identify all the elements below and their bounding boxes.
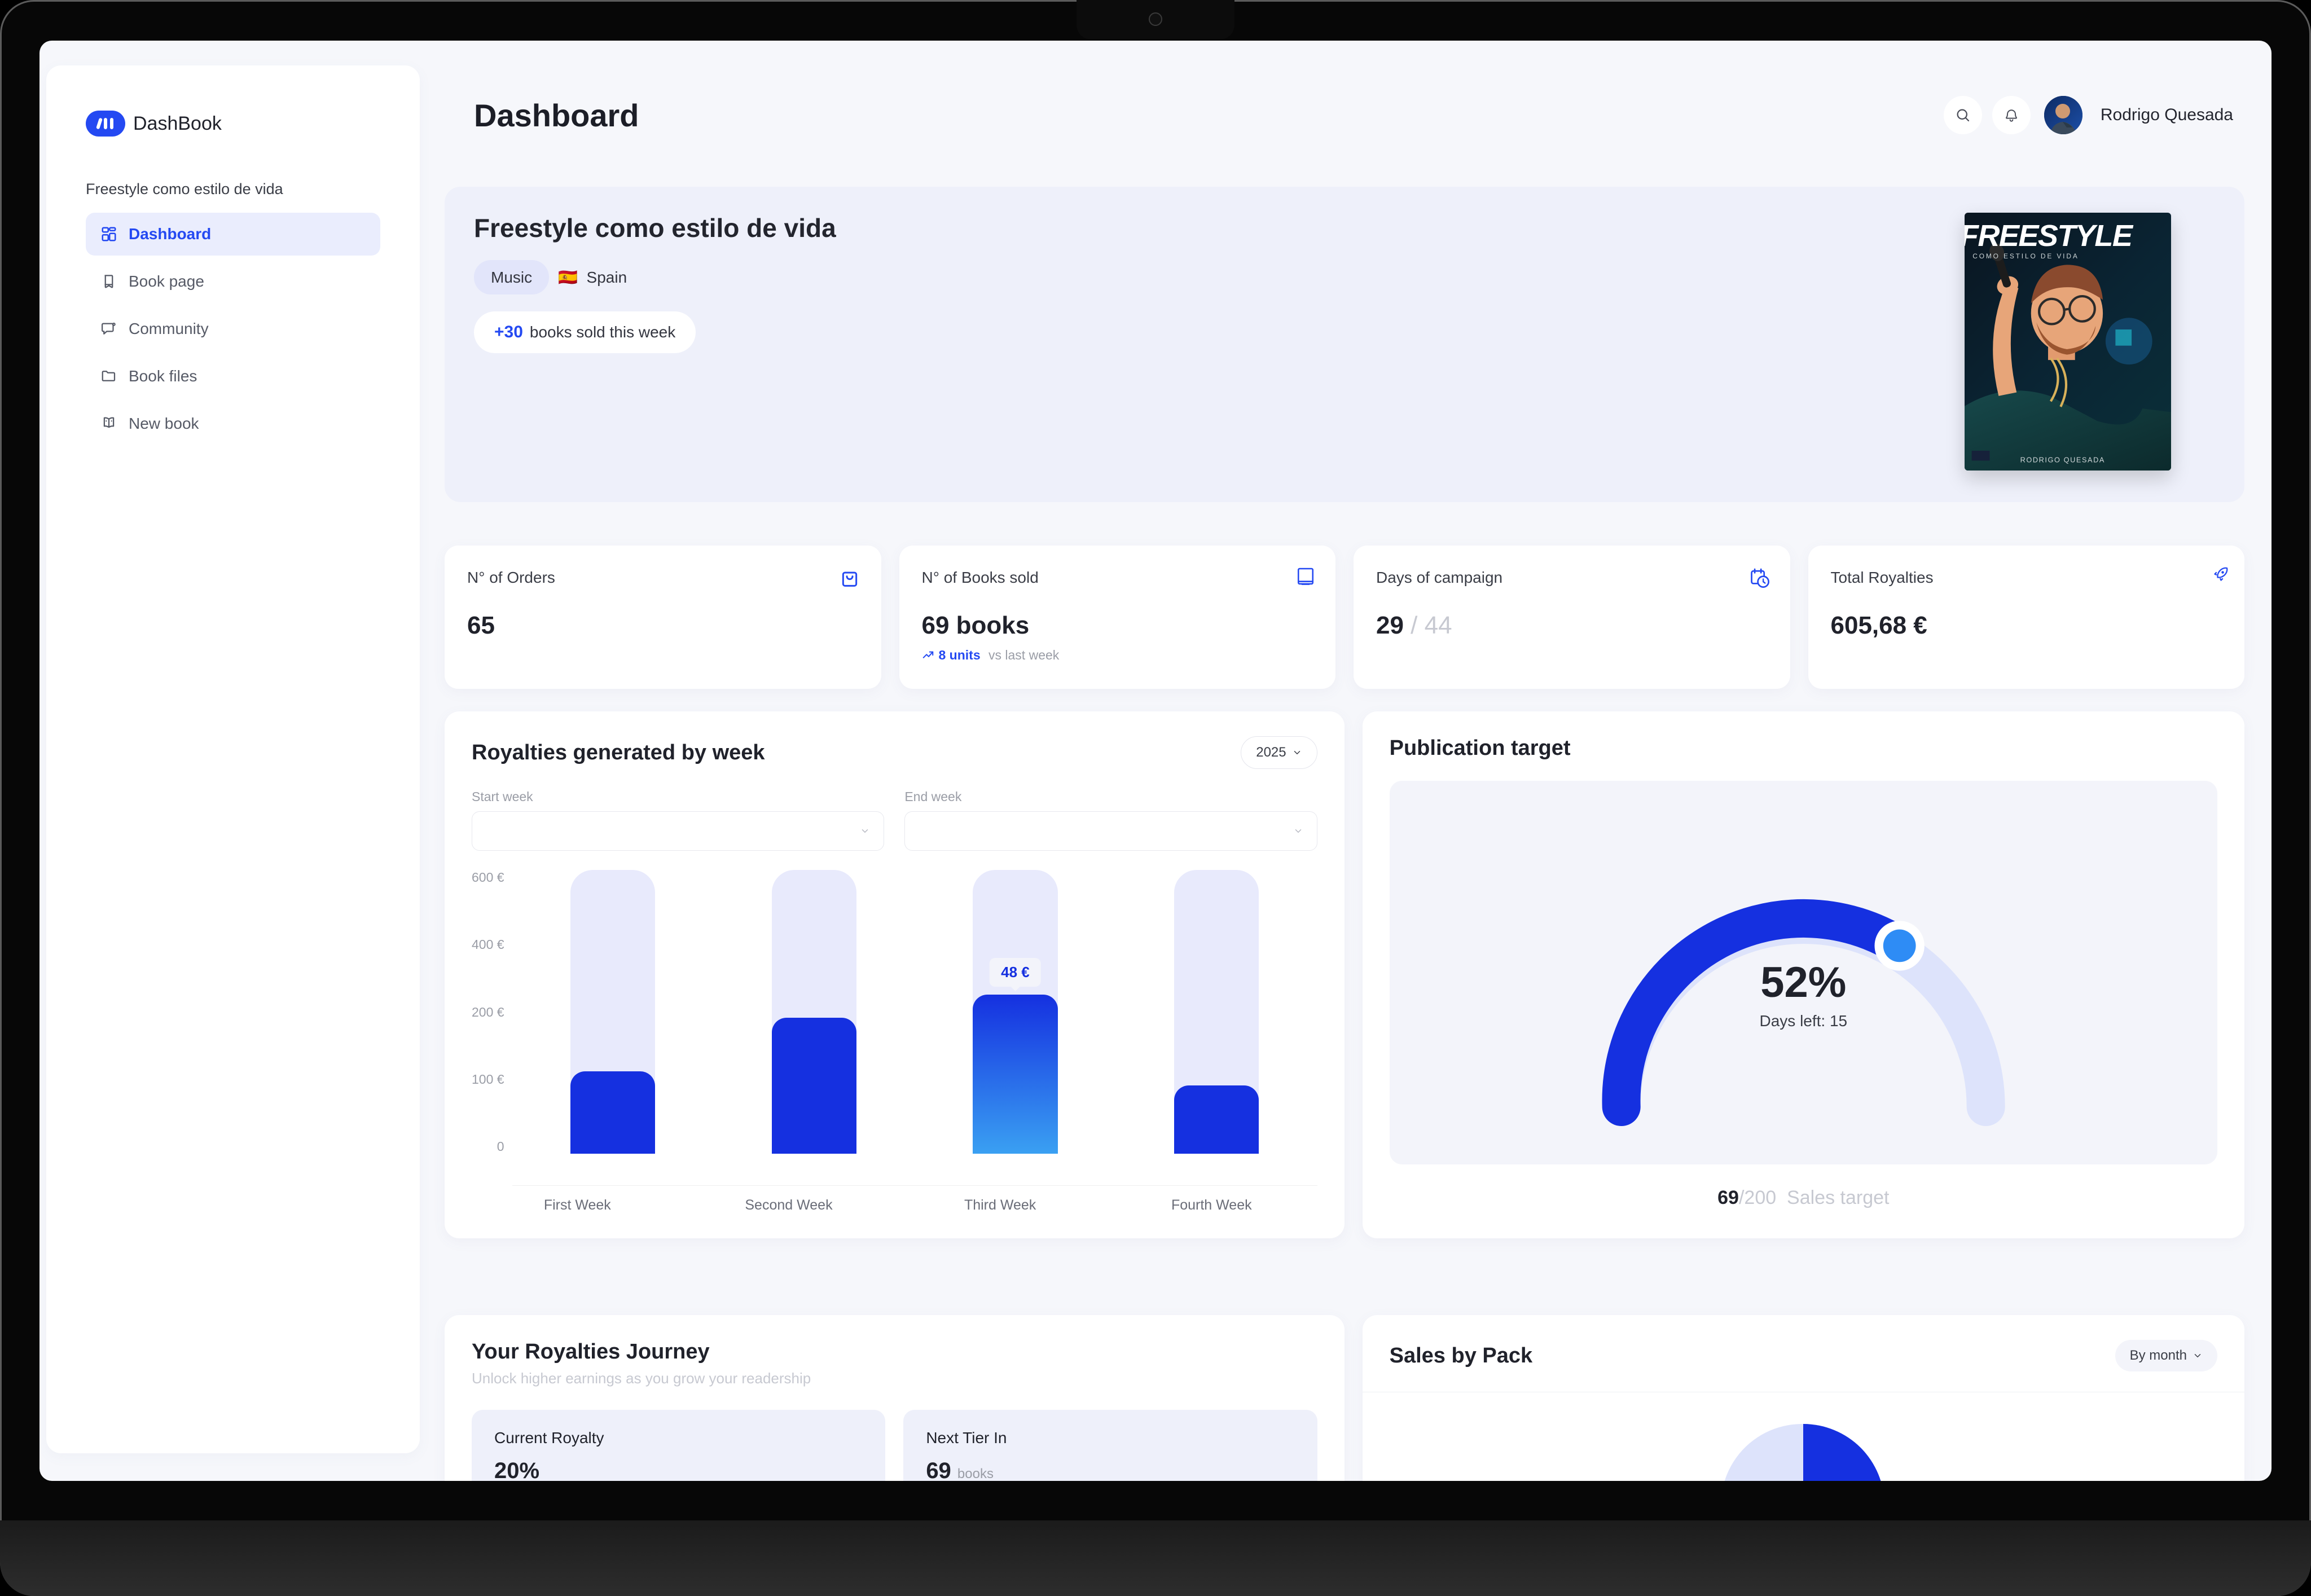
svg-text:COMO ESTILO DE VIDA: COMO ESTILO DE VIDA <box>1972 252 2079 260</box>
svg-text:RODRIGO QUESADA: RODRIGO QUESADA <box>2020 456 2105 464</box>
svg-text:FREESTYLE: FREESTYLE <box>1965 219 2134 253</box>
